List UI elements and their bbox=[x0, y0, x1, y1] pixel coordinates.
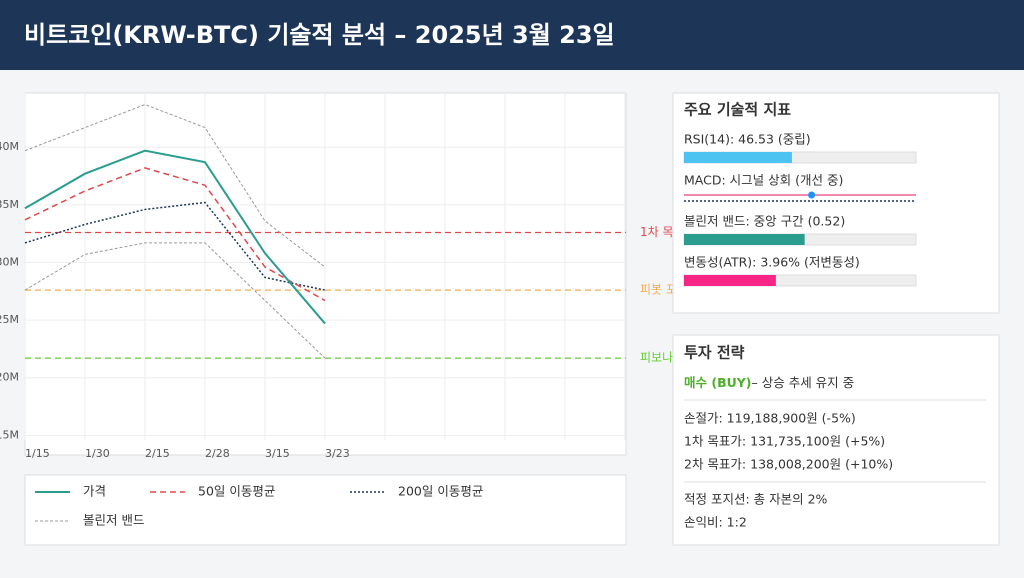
x-tick-label: 2/15 bbox=[145, 447, 170, 460]
header bbox=[0, 0, 1024, 70]
y-tick-label: 140M bbox=[0, 140, 19, 153]
page-title: 비트코인(KRW-BTC) 기술적 분석 – 2025년 3월 23일 bbox=[24, 21, 615, 49]
series-line bbox=[24, 201, 326, 291]
legend-label: 200일 이동평균 bbox=[398, 484, 483, 499]
legend-label: 50일 이동평균 bbox=[198, 484, 275, 499]
strategy-level: 2차 목표가: 138,008,200원 (+10%) bbox=[684, 457, 893, 472]
strategy-level: 1차 목표가: 131,735,100원 (+5%) bbox=[684, 434, 885, 449]
gauge-fill bbox=[684, 152, 792, 163]
signal: 매수 (BUY)– 상승 추세 유지 중 bbox=[684, 375, 854, 390]
indicator-label: 변동성(ATR): 3.96% (저변동성) bbox=[684, 255, 860, 270]
y-tick-label: 115M bbox=[0, 428, 19, 441]
signal-text: 매수 (BUY) bbox=[684, 375, 752, 390]
indicator-title: 주요 기술적 지표 bbox=[684, 101, 791, 119]
y-tick-label: 130M bbox=[0, 255, 19, 268]
legend-panel bbox=[24, 474, 627, 546]
band-line bbox=[24, 103, 326, 268]
strategy-panel bbox=[672, 334, 1000, 546]
strategy-note: 손익비: 1:2 bbox=[684, 515, 747, 530]
y-tick-label: 125M bbox=[0, 313, 19, 326]
strategy-level: 손절가: 119,188,900원 (-5%) bbox=[684, 411, 856, 426]
series-line bbox=[24, 167, 326, 302]
signal-note: – 상승 추세 유지 중 bbox=[752, 375, 855, 390]
y-tick-label: 120M bbox=[0, 371, 19, 384]
indicator-label: RSI(14): 46.53 (중립) bbox=[684, 132, 811, 147]
band-line bbox=[24, 242, 326, 359]
x-tick-label: 1/15 bbox=[25, 447, 50, 460]
gauge-fill bbox=[684, 234, 805, 245]
y-tick-label: 135M bbox=[0, 198, 19, 211]
strategy-title: 투자 전략 bbox=[684, 344, 745, 362]
x-tick-label: 1/30 bbox=[85, 447, 110, 460]
indicator-label: 볼린저 밴드: 중앙 구간 (0.52) bbox=[684, 214, 845, 229]
legend-label: 가격 bbox=[83, 484, 106, 499]
x-tick-label: 3/15 bbox=[265, 447, 290, 460]
strategy-note: 적정 포지션: 총 자본의 2% bbox=[684, 492, 828, 507]
x-tick-label: 3/23 bbox=[325, 447, 350, 460]
gauge-fill bbox=[684, 275, 776, 286]
series-line bbox=[24, 149, 326, 325]
macd-marker bbox=[808, 191, 816, 199]
indicator-label: MACD: 시그널 상회 (개선 중) bbox=[684, 173, 843, 188]
x-tick-label: 2/28 bbox=[205, 447, 230, 460]
legend-label: 볼린저 밴드 bbox=[83, 513, 144, 528]
